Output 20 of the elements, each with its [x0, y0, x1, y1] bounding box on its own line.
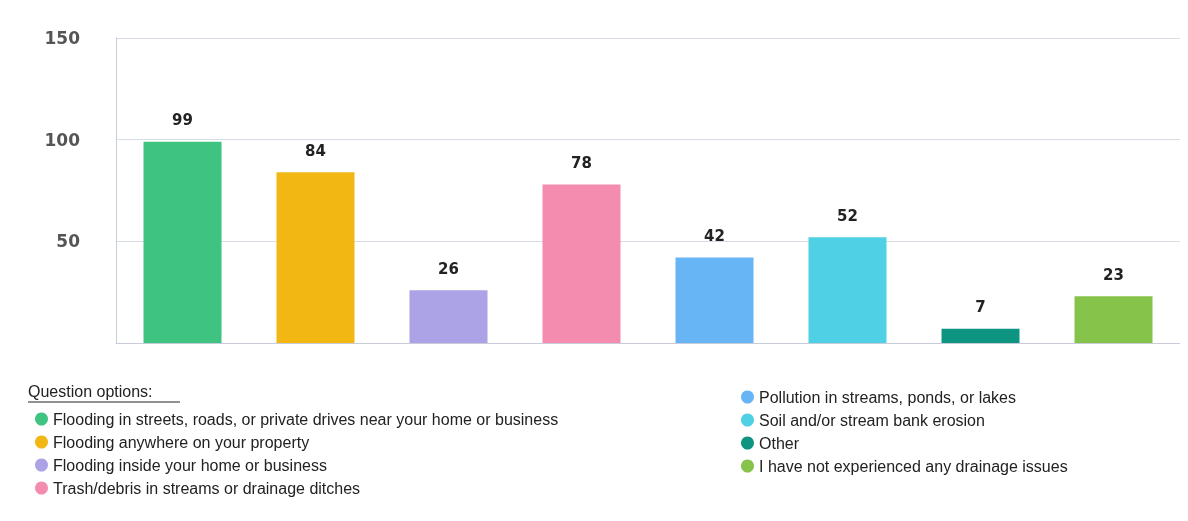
- y-tick-label: 100: [44, 129, 81, 150]
- legend-label: Flooding anywhere on your property: [53, 433, 310, 451]
- data-label: 99: [172, 111, 193, 130]
- legend-title: Question options:: [28, 382, 153, 400]
- y-tick-label: 50: [56, 231, 81, 252]
- data-label: 42: [704, 227, 725, 246]
- legend-label: Soil and/or stream bank erosion: [759, 411, 985, 429]
- data-label: 26: [438, 259, 459, 278]
- data-label: 52: [837, 206, 858, 225]
- legend-label: Flooding inside your home or business: [53, 456, 327, 474]
- legend-label: Other: [759, 434, 800, 452]
- y-tick-label: 150: [44, 28, 81, 48]
- data-label: 78: [571, 153, 592, 172]
- data-label: 7: [975, 298, 986, 317]
- legend-label: Flooding in streets, roads, or private drives near your home or business: [53, 410, 559, 428]
- data-label: 23: [1103, 265, 1124, 284]
- legend-label: I have not experienced any drainage issues: [759, 457, 1068, 475]
- data-label: 84: [305, 141, 326, 160]
- legend-label: Trash/debris in streams or drainage ditches: [53, 479, 361, 497]
- legend-label: Pollution in streams, ponds, or lakes: [759, 388, 1017, 406]
